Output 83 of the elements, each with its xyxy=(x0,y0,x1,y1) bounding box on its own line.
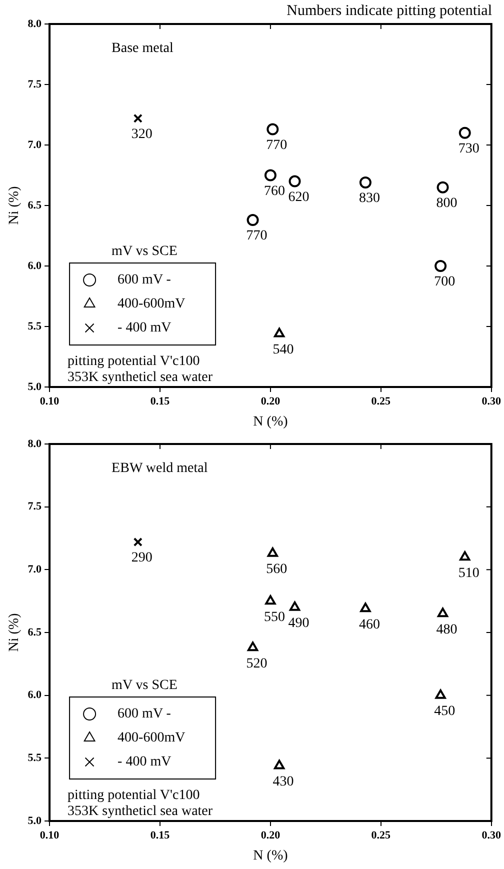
y-axis-title: Ni (%) xyxy=(7,186,22,225)
annotation: 480 xyxy=(436,622,458,638)
legend-label: - 400 mV xyxy=(118,320,172,336)
y-tick-label: 6.5 xyxy=(28,626,42,638)
x-tick-label: 0.30 xyxy=(482,395,502,408)
annotation: 540 xyxy=(272,342,294,358)
annotation: 760 xyxy=(264,184,285,199)
y-tick-label: 8.0 xyxy=(28,438,42,450)
point xyxy=(247,642,258,652)
annotation: 490 xyxy=(288,616,310,632)
point xyxy=(434,260,447,272)
annotation: 520 xyxy=(246,656,268,672)
x-tick-label: 0.15 xyxy=(150,829,170,842)
point xyxy=(267,547,278,557)
point xyxy=(360,602,371,612)
annotation: 830 xyxy=(358,191,380,206)
point xyxy=(246,214,259,226)
x-tick-label: 0.20 xyxy=(260,829,281,842)
y-tick-label: 5.5 xyxy=(28,320,42,332)
y-tick-label: 7.0 xyxy=(28,564,42,576)
point xyxy=(289,601,300,611)
point xyxy=(288,175,301,188)
point xyxy=(274,760,285,770)
y-tick-label: 7.5 xyxy=(28,78,42,90)
x-tick-label: 0.20 xyxy=(260,395,281,408)
y-tick-label: 7.0 xyxy=(28,138,42,151)
point xyxy=(264,169,276,182)
point xyxy=(437,608,448,618)
point xyxy=(436,181,449,194)
y-axis-title: Ni (%) xyxy=(7,612,22,652)
annotation: 770 xyxy=(246,228,268,244)
annotation: 353K syntheticl sea water xyxy=(68,370,213,385)
annotation: 450 xyxy=(434,704,456,720)
annotation: 560 xyxy=(266,562,288,577)
y-tick-label: 7.5 xyxy=(28,500,42,513)
y-tick-label: 6.5 xyxy=(28,199,42,212)
annotation: pitting potential V'c100 xyxy=(68,788,200,803)
x-tick-label: 0.15 xyxy=(150,395,170,408)
y-tick-label: 6.0 xyxy=(28,689,42,702)
point xyxy=(265,595,276,605)
x-tick-label: 0.30 xyxy=(482,829,502,842)
annotation: 353K syntheticl sea water xyxy=(68,804,213,819)
annotation: 550 xyxy=(264,610,285,625)
annotation: 430 xyxy=(272,774,294,790)
chart-title: Numbers indicate pitting potential xyxy=(286,2,492,19)
legend-label: 400-600mV xyxy=(118,296,186,312)
annotation: 770 xyxy=(266,138,288,153)
annotation: 800 xyxy=(436,196,458,212)
text: EBW weld metal xyxy=(112,461,208,476)
annotation: 730 xyxy=(458,142,480,157)
legend-label: 400-600mV xyxy=(118,730,186,746)
point xyxy=(435,689,446,699)
point xyxy=(460,551,470,561)
annotation: 460 xyxy=(358,617,380,632)
y-tick-label: 5.0 xyxy=(28,380,42,393)
annotation: 510 xyxy=(458,566,480,581)
x-tick-label: 0.10 xyxy=(40,829,60,842)
point xyxy=(266,123,279,136)
point xyxy=(359,176,372,189)
point xyxy=(133,114,142,123)
x-axis-title: N (%) xyxy=(253,414,288,430)
x-tick-label: 0.10 xyxy=(40,395,60,408)
legend-label: 600 mV - xyxy=(118,272,172,288)
point xyxy=(458,126,471,139)
text: Base metal xyxy=(112,41,174,56)
y-tick-label: 5.0 xyxy=(28,814,42,827)
y-tick-label: 8.0 xyxy=(28,18,42,30)
annotation: 290 xyxy=(131,550,152,566)
legend-label: 600 mV - xyxy=(118,706,172,722)
legend-title: mV vs SCE xyxy=(112,244,178,259)
annotation: 320 xyxy=(131,127,152,142)
annotation: pitting potential V'c100 xyxy=(68,354,200,369)
legend-label: - 400 mV xyxy=(118,754,172,770)
legend-title: mV vs SCE xyxy=(112,678,178,693)
y-tick-label: 5.5 xyxy=(28,752,42,764)
point xyxy=(274,328,285,338)
point xyxy=(133,537,142,547)
x-tick-label: 0.25 xyxy=(371,395,392,408)
x-tick-label: 0.25 xyxy=(371,829,392,842)
annotation: 620 xyxy=(288,190,310,205)
x-axis-title: N (%) xyxy=(253,848,288,864)
y-tick-label: 6.0 xyxy=(28,260,42,272)
annotation: 700 xyxy=(434,274,456,290)
